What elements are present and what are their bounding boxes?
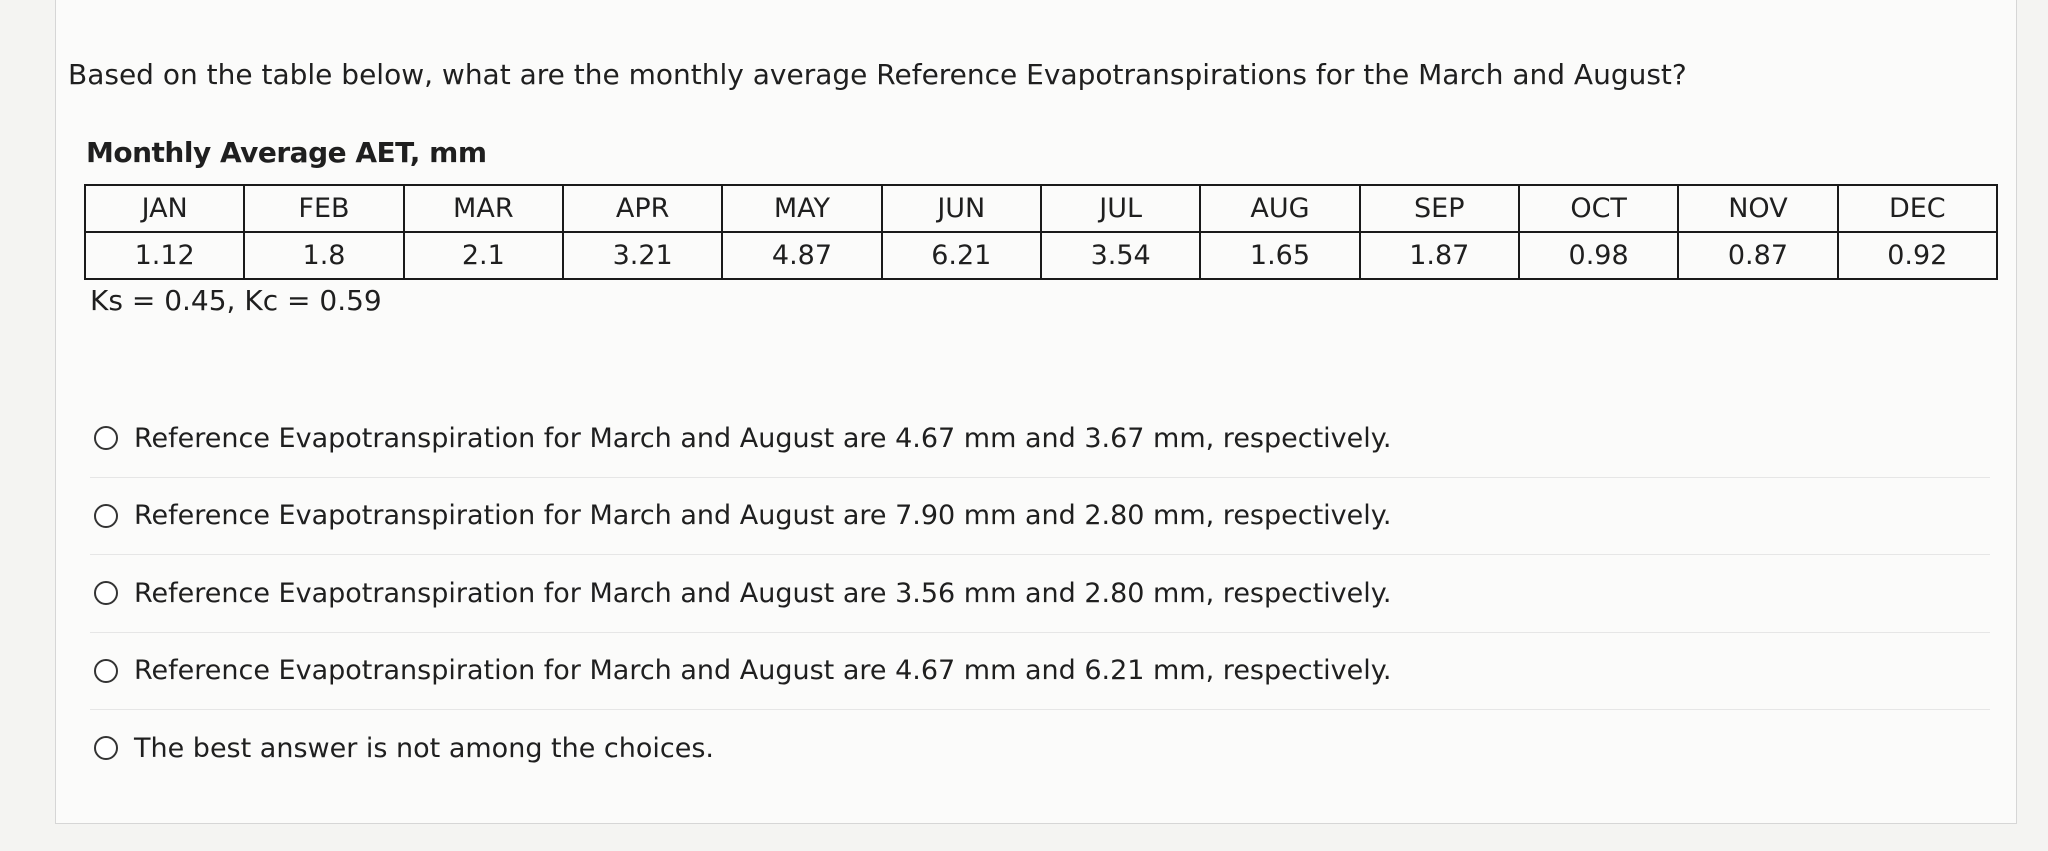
header-cell: DEC <box>1836 184 1999 233</box>
value-cell: 4.87 <box>721 231 883 280</box>
option-text: The best answer is not among the choices… <box>134 732 715 764</box>
answer-option[interactable]: Reference Evapotranspiration for March a… <box>90 478 1990 555</box>
radio-button[interactable] <box>94 581 118 606</box>
header-cell: SEP <box>1358 184 1520 233</box>
aet-table: JAN FEB MAR APR MAY JUN JUL AUG SEP OCT NOV DEC 1.12… <box>83 184 1999 280</box>
value-cell: 1.12 <box>83 231 246 280</box>
header-cell: MAY <box>721 184 883 233</box>
option-text: Reference Evapotranspiration for March a… <box>134 500 1392 532</box>
answer-option[interactable]: Reference Evapotranspiration for March a… <box>90 633 1990 710</box>
header-cell: JAN <box>83 184 246 233</box>
table-caption: Monthly Average AET, mm <box>86 136 487 169</box>
value-cell: 1.65 <box>1199 231 1361 280</box>
radio-button[interactable] <box>94 426 118 451</box>
value-cell: 0.92 <box>1836 231 1999 280</box>
answer-option[interactable]: The best answer is not among the choices… <box>90 710 1990 787</box>
header-cell: JUL <box>1039 184 1202 233</box>
header-cell: JUN <box>880 184 1042 233</box>
coefficients-note: Ks = 0.45, Kc = 0.59 <box>90 284 382 317</box>
value-cell: 1.8 <box>243 231 405 280</box>
option-text: Reference Evapotranspiration for March a… <box>134 655 1392 687</box>
answer-options: Reference Evapotranspiration for March a… <box>90 400 1990 787</box>
header-cell: AUG <box>1199 184 1361 233</box>
value-cell: 3.54 <box>1039 231 1202 280</box>
radio-button[interactable] <box>94 736 118 761</box>
question-panel <box>55 0 2017 824</box>
header-cell: FEB <box>243 184 405 233</box>
header-cell: NOV <box>1677 184 1839 233</box>
header-cell: APR <box>561 184 724 233</box>
value-row: 1.12 1.8 2.1 3.21 4.87 6.21 3.54 1.65 1.87 0.98 0.… <box>83 231 1999 280</box>
radio-button[interactable] <box>94 503 118 528</box>
value-cell: 3.21 <box>561 231 724 280</box>
answer-option[interactable]: Reference Evapotranspiration for March a… <box>90 555 1990 633</box>
question-text: Based on the table below, what are the m… <box>68 58 1687 91</box>
value-cell: 0.87 <box>1677 231 1839 280</box>
value-cell: 2.1 <box>402 231 564 280</box>
header-row: JAN FEB MAR APR MAY JUN JUL AUG SEP OCT NOV DEC <box>83 184 1999 233</box>
radio-button[interactable] <box>94 658 118 683</box>
header-cell: MAR <box>402 184 564 233</box>
header-cell: OCT <box>1517 184 1680 233</box>
answer-option[interactable]: Reference Evapotranspiration for March a… <box>90 400 1990 478</box>
option-text: Reference Evapotranspiration for March a… <box>134 422 1392 454</box>
value-cell: 6.21 <box>880 231 1042 280</box>
option-text: Reference Evapotranspiration for March a… <box>134 577 1392 609</box>
value-cell: 1.87 <box>1358 231 1520 280</box>
value-cell: 0.98 <box>1517 231 1680 280</box>
